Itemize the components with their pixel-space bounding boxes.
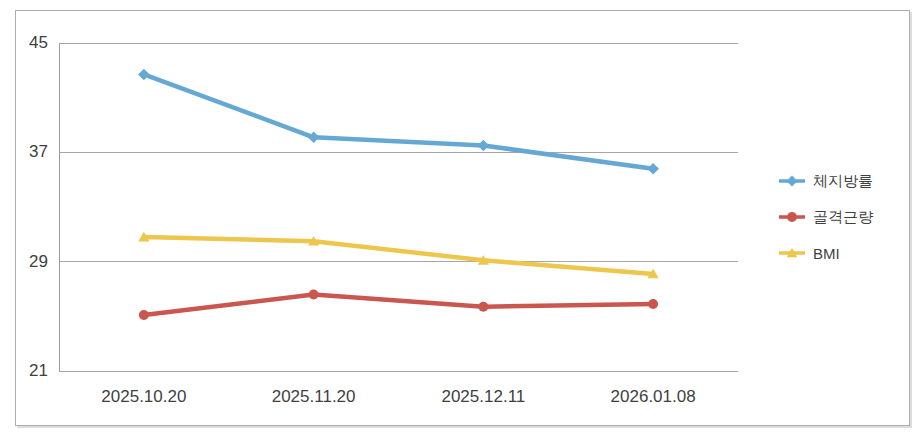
legend-item-body-fat-percentage[interactable]: 체지방률 <box>779 163 873 199</box>
y-axis-tick-label: 45 <box>12 33 48 53</box>
x-axis-category-label: 2025.12.11 <box>418 387 548 407</box>
x-axis-category-label: 2025.11.20 <box>249 387 379 407</box>
legend-marker-circle-icon <box>779 210 805 224</box>
y-axis-tick-label: 21 <box>12 361 48 381</box>
legend: 체지방률 골격근량 BMI <box>779 163 873 271</box>
series-1[interactable] <box>139 289 658 320</box>
legend-item-label: 체지방률 <box>813 172 873 191</box>
series-2[interactable] <box>138 232 658 279</box>
legend-marker-diamond-icon <box>779 174 805 188</box>
legend-marker-triangle-icon <box>779 246 805 260</box>
series-0[interactable] <box>138 69 659 175</box>
legend-item-skeletal-muscle-mass[interactable]: 골격근량 <box>779 199 873 235</box>
legend-item-bmi[interactable]: BMI <box>779 235 873 271</box>
y-axis-tick-label: 29 <box>12 252 48 272</box>
series-line[interactable] <box>144 294 653 315</box>
chart-container: 45 37 29 21 2025.10.20 2025.11.20 2025.1… <box>0 0 922 436</box>
x-axis-category-label: 2026.01.08 <box>588 387 718 407</box>
series-line[interactable] <box>144 237 653 274</box>
y-axis-tick-label: 37 <box>12 142 48 162</box>
legend-item-label: 골격근량 <box>813 208 873 227</box>
series-line[interactable] <box>144 74 653 168</box>
legend-item-label: BMI <box>813 245 840 262</box>
x-axis-category-label: 2025.10.20 <box>79 387 209 407</box>
